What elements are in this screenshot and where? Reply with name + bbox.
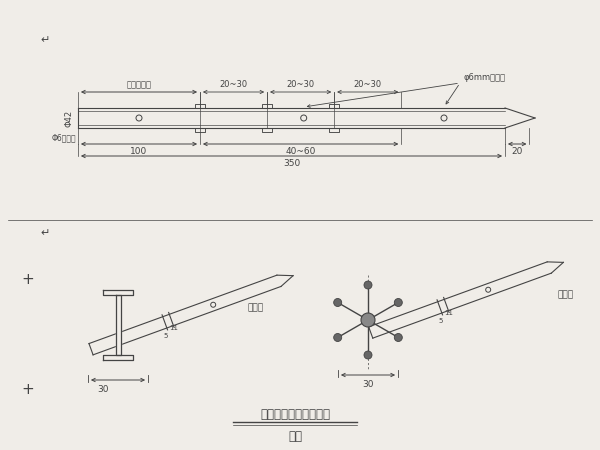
Circle shape — [394, 298, 403, 306]
Text: +: + — [22, 273, 34, 288]
Text: 5: 5 — [164, 333, 168, 339]
Circle shape — [364, 351, 372, 359]
Polygon shape — [103, 290, 133, 295]
Text: 30: 30 — [97, 385, 109, 394]
Text: 示意: 示意 — [288, 431, 302, 444]
Circle shape — [334, 298, 341, 306]
Text: 100: 100 — [130, 147, 148, 156]
Text: 钉花管: 钉花管 — [248, 303, 264, 312]
Polygon shape — [115, 295, 121, 355]
Text: 20: 20 — [512, 147, 523, 156]
Text: 20~30: 20~30 — [287, 80, 315, 89]
Text: Φ42: Φ42 — [65, 109, 74, 126]
Circle shape — [334, 333, 341, 342]
Text: 小号管架设位置示意图: 小号管架设位置示意图 — [260, 409, 330, 422]
Text: 20~30: 20~30 — [353, 80, 382, 89]
Text: 350: 350 — [283, 159, 300, 168]
Text: 5: 5 — [439, 318, 443, 324]
Text: ↵: ↵ — [40, 228, 49, 238]
Text: 预留止浆段: 预留止浆段 — [127, 80, 151, 89]
Text: 11: 11 — [170, 325, 179, 331]
Text: Φ6加劲筋: Φ6加劲筋 — [52, 133, 76, 142]
Text: φ6mm注浆孔: φ6mm注浆孔 — [463, 73, 505, 82]
Text: 30: 30 — [362, 380, 374, 389]
Text: 11: 11 — [445, 310, 454, 316]
Circle shape — [394, 333, 403, 342]
Text: +: + — [22, 382, 34, 397]
Text: 钉花管: 钉花管 — [558, 291, 574, 300]
Circle shape — [361, 313, 375, 327]
Text: ↵: ↵ — [40, 35, 49, 45]
Circle shape — [364, 281, 372, 289]
Text: 20~30: 20~30 — [220, 80, 248, 89]
Polygon shape — [103, 355, 133, 360]
Text: 40~60: 40~60 — [286, 147, 316, 156]
